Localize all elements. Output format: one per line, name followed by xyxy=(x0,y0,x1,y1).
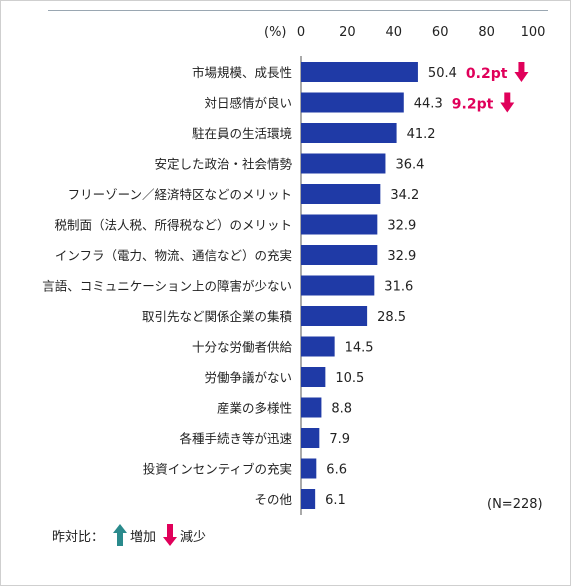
value-label: 6.1 xyxy=(325,493,346,508)
value-label: 32.9 xyxy=(387,219,416,234)
category-label: フリーゾーン／経済特区などのメリット xyxy=(68,187,292,202)
category-label: 労働争議がない xyxy=(204,370,292,385)
category-label: 十分な労働者供給 xyxy=(192,340,293,355)
arrow-down-icon xyxy=(514,62,529,82)
value-label: 8.8 xyxy=(331,402,352,417)
x-tick-label: 0 xyxy=(297,25,305,40)
category-label: 言語、コミュニケーション上の障害が少ない xyxy=(42,279,292,294)
category-label: インフラ（電力、物流、通信など）の充実 xyxy=(55,248,292,263)
bar xyxy=(301,306,368,326)
value-label: 31.6 xyxy=(384,280,413,295)
change-label: 9.2pt xyxy=(452,97,494,113)
unit-label: (%) xyxy=(264,25,287,40)
x-tick-label: 80 xyxy=(478,25,495,40)
category-label: 税制面（法人税、所得税など）のメリット xyxy=(54,218,292,233)
value-label: 10.5 xyxy=(335,371,364,386)
bar xyxy=(301,428,320,448)
bar xyxy=(301,92,404,113)
arrow-down-icon xyxy=(163,524,178,546)
x-tick-label: 60 xyxy=(432,25,449,40)
category-label: 駐在員の生活環境 xyxy=(192,126,292,141)
value-label: 36.4 xyxy=(395,158,424,173)
change-label: 0.2pt xyxy=(466,66,508,82)
value-label: 50.4 xyxy=(428,66,457,81)
x-tick-label: 40 xyxy=(386,25,403,40)
bar xyxy=(301,214,378,235)
value-label: 34.2 xyxy=(390,188,419,203)
x-tick-label: 100 xyxy=(521,25,546,40)
value-label: 6.6 xyxy=(326,463,347,478)
bar xyxy=(301,123,397,143)
value-label: 44.3 xyxy=(414,97,443,112)
legend-decrease: 減少 xyxy=(162,523,206,547)
legend-title: 昨対比： xyxy=(52,529,105,545)
legend-decrease-label: 減少 xyxy=(180,529,207,545)
value-label: 32.9 xyxy=(387,249,416,264)
bar xyxy=(301,275,375,296)
top-divider xyxy=(48,10,548,11)
legend: 昨対比： 増加 減少 xyxy=(52,520,212,550)
category-label: 各種手続き等が迅速 xyxy=(179,431,292,446)
legend-increase-label: 増加 xyxy=(130,529,157,545)
bar xyxy=(301,458,317,479)
bar xyxy=(301,336,335,357)
bar xyxy=(301,367,326,387)
arrow-up-icon xyxy=(113,524,128,546)
value-label: 28.5 xyxy=(377,310,406,325)
category-label: 投資インセンティブの充実 xyxy=(143,462,292,477)
category-label: 対日感情が良い xyxy=(204,96,292,111)
value-label: 14.5 xyxy=(345,341,374,356)
bar xyxy=(301,184,381,204)
category-label: 市場規模、成長性 xyxy=(192,65,292,80)
sample-size-note: (N=228) xyxy=(487,497,543,512)
bar xyxy=(301,153,386,174)
bar xyxy=(301,397,322,418)
bar xyxy=(301,489,316,509)
bar xyxy=(301,245,378,265)
bar-chart: (%) 0 20 40 60 80 100 市場規模、成長性 50.4 対日感情が良い 44.3 駐在… xyxy=(42,25,546,515)
arrow-down-icon xyxy=(500,92,515,113)
bar xyxy=(301,62,418,82)
category-label: 安定した政治・社会情勢 xyxy=(154,157,292,172)
value-label: 7.9 xyxy=(329,432,350,447)
category-label: 取引先など関係企業の集積 xyxy=(142,309,293,324)
x-tick-label: 20 xyxy=(339,25,356,40)
legend-increase: 増加 xyxy=(112,523,156,547)
category-label: その他 xyxy=(254,492,292,507)
value-label: 41.2 xyxy=(407,127,436,142)
category-label: 産業の多様性 xyxy=(217,401,292,416)
